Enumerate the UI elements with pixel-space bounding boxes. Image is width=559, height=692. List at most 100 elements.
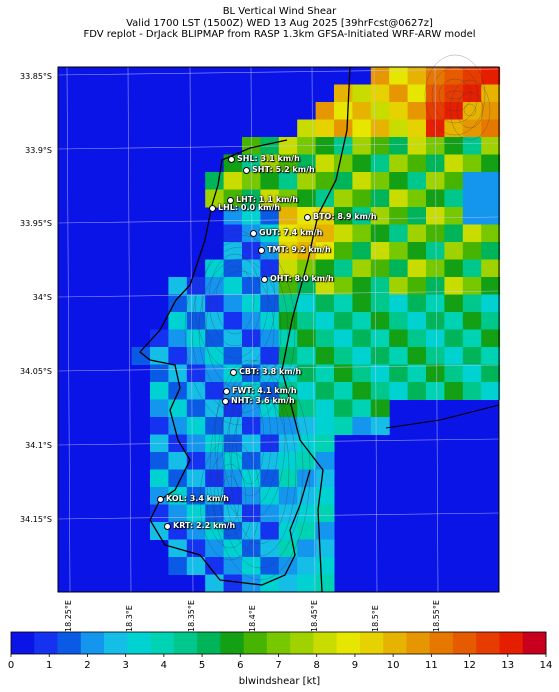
shear-cell: [407, 137, 427, 155]
shear-cell: [481, 294, 501, 313]
shear-cell: [462, 294, 482, 313]
shear-cell: [315, 312, 335, 330]
station-marker-icon: [258, 247, 265, 254]
shear-cell: [168, 382, 188, 400]
shear-cell: [168, 557, 188, 575]
shear-cell: [352, 137, 372, 155]
colorbar-segment: [243, 632, 268, 654]
station-label: LHT: 1.1 km/h: [236, 195, 299, 204]
station-label: KOL: 3.4 km/h: [166, 494, 229, 503]
shear-cell: [444, 242, 464, 260]
shear-cell: [315, 294, 335, 313]
longitude-grid-line: [127, 66, 132, 593]
shear-cell: [407, 119, 427, 138]
shear-cell: [223, 259, 243, 278]
coastline: [139, 66, 500, 593]
shear-cell: [205, 452, 225, 470]
shear-cell: [407, 224, 427, 243]
shear-cell: [315, 242, 335, 260]
shear-cell: [444, 259, 464, 278]
shear-cell: [186, 399, 206, 418]
latitude-grid-line: [57, 512, 500, 520]
shear-cell: [444, 67, 464, 85]
shear-cell: [462, 102, 482, 120]
station-label: SHT: 5.2 km/h: [252, 165, 315, 174]
shear-cell: [481, 189, 501, 208]
longitude-label: 18.55°E: [432, 600, 441, 632]
colorbar-segment: [522, 632, 547, 654]
shear-cell: [481, 312, 501, 330]
shear-cell: [205, 434, 225, 453]
shear-cell: [370, 84, 390, 103]
shear-cell: [481, 67, 501, 85]
shear-cell: [315, 522, 335, 540]
shear-cell: [389, 277, 409, 295]
station-marker-icon: [222, 398, 229, 405]
shear-cell: [426, 382, 445, 400]
station-marker-icon: [304, 214, 311, 221]
shear-cell: [297, 329, 317, 348]
shear-cell: [205, 382, 225, 400]
shear-cell: [315, 224, 335, 243]
shear-cell: [407, 242, 427, 260]
shear-cell: [278, 172, 298, 190]
shear-cell: [297, 487, 317, 505]
shear-cell: [278, 294, 298, 313]
shear-cell: [389, 67, 409, 85]
shear-cell: [223, 539, 243, 558]
shear-cell: [297, 189, 317, 208]
shear-cell: [334, 294, 353, 313]
shear-cell: [278, 434, 298, 453]
shear-cell: [370, 417, 390, 435]
shear-cell: [462, 242, 482, 260]
shear-cell: [315, 557, 335, 575]
shear-cell: [278, 277, 298, 295]
station-label: FWT: 4.1 km/h: [232, 386, 297, 395]
shear-cell: [223, 469, 243, 488]
shear-cell: [481, 277, 501, 295]
shear-cell: [334, 172, 353, 190]
colorbar-tick-label: 2: [84, 660, 91, 671]
shear-cell: [426, 242, 445, 260]
shear-cell: [260, 312, 280, 330]
shear-cell: [444, 84, 464, 103]
colorbar-segment: [11, 632, 35, 654]
shear-cell: [334, 242, 353, 260]
shear-cell: [407, 259, 427, 278]
station-marker-icon: [243, 167, 250, 174]
map-frame: [57, 66, 500, 593]
shear-cell: [242, 417, 261, 435]
shear-cell: [297, 452, 317, 470]
station-label: KRT: 2.2 km/h: [173, 521, 236, 530]
colorbar-segment: [383, 632, 407, 654]
shear-cell: [278, 207, 298, 225]
shear-cell: [150, 452, 169, 470]
shear-cell: [205, 189, 225, 208]
shear-cell: [278, 452, 298, 470]
shear-cell: [150, 382, 169, 400]
shear-cell: [462, 207, 482, 225]
shear-cell: [407, 277, 427, 295]
shear-cell: [426, 347, 445, 365]
colorbar-segment: [313, 632, 338, 654]
shear-cell: [150, 399, 169, 418]
shear-cell: [389, 259, 409, 278]
shear-cell: [334, 102, 353, 120]
shear-cell: [131, 347, 151, 365]
shear-cell: [315, 539, 335, 558]
shear-cell: [352, 189, 372, 208]
shear-cell: [260, 539, 280, 558]
shear-cell: [297, 224, 317, 243]
shear-cell: [297, 417, 317, 435]
shear-cell: [352, 119, 372, 138]
shear-cell: [462, 364, 482, 383]
shear-cell: [278, 242, 298, 260]
station-marker-icon: [227, 197, 234, 204]
windshear-cells: [131, 67, 501, 593]
station-label: NHT: 3.6 km/h: [231, 396, 295, 405]
coastline-false-bay: [385, 404, 500, 429]
shear-cell: [278, 557, 298, 575]
shear-cell: [315, 329, 335, 348]
shear-cell: [444, 137, 464, 155]
shear-cell: [407, 207, 427, 225]
